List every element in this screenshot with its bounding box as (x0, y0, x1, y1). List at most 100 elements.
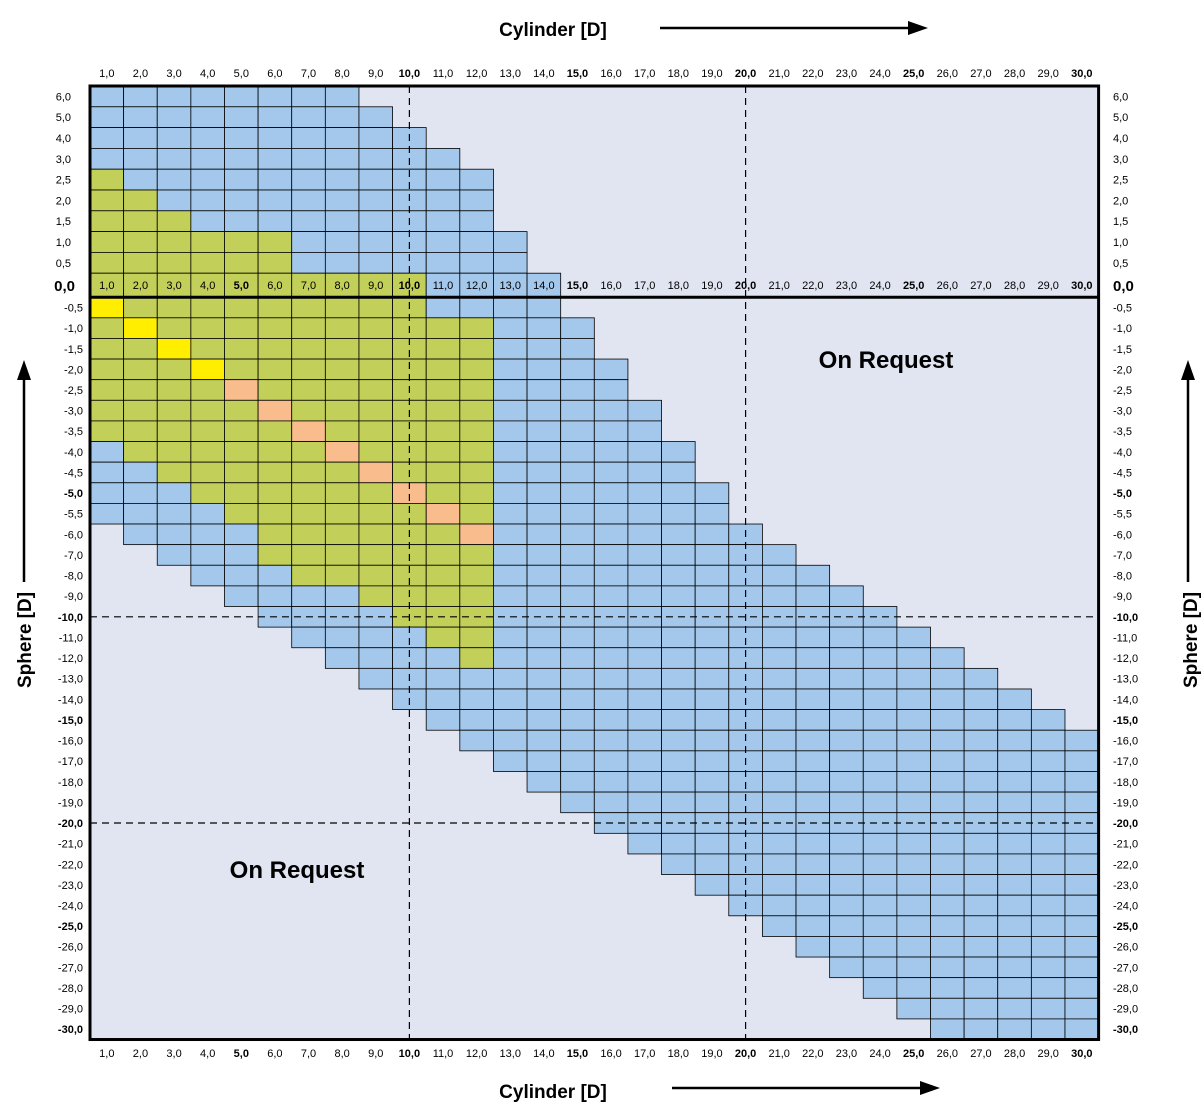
cell-sph-m19-cyl-24 (862, 791, 898, 814)
cell-sph-1_5-cyl-5 (224, 210, 259, 233)
cell-sph-m2-cyl-8 (324, 358, 360, 381)
y-tick-left-neg-30: -25,0 (58, 921, 83, 933)
cell-sph-m6-cyl-9 (358, 523, 393, 546)
x-tick-bottom-18: 18,0 (668, 1048, 689, 1060)
cell-sph-m11-cyl-25 (896, 626, 931, 649)
cell-sph-m26-cyl-28 (997, 936, 1032, 958)
cell-sph-m2_5-cyl-4 (190, 379, 225, 401)
cell-sph-m7-cyl-11 (425, 544, 461, 566)
cell-sph-m0_5-cyl-12 (459, 296, 494, 319)
y-axis-arrow-right (1181, 360, 1195, 582)
x-tick-bottom-8: 8,0 (335, 1048, 350, 1060)
cell-sph-5-cyl-4 (190, 106, 225, 129)
cell-sph-4-cyl-4 (190, 127, 225, 149)
cell-sph-m12-cyl-14 (526, 647, 562, 669)
cell-sph-m12-cyl-9 (358, 647, 393, 669)
cell-sph-m21-cyl-23 (829, 832, 864, 855)
y-tick-left-neg-6: -3,5 (64, 426, 83, 438)
cell-sph-m5_5-cyl-9 (358, 502, 393, 525)
cell-sph-m15-cyl-15 (560, 709, 595, 731)
y-tick-left-neg-17: -12,0 (58, 653, 83, 665)
cell-sph-m22-cyl-18 (661, 853, 696, 875)
x-tick-top-27: 27,0 (970, 68, 991, 80)
cell-sph-m12-cyl-21 (762, 647, 797, 669)
cell-sph-m17-cyl-24 (862, 750, 898, 772)
region-label-lower-left: On Request (230, 857, 365, 884)
cell-sph-m7-cyl-16 (593, 544, 629, 566)
cell-sph-m3_5-cyl-17 (627, 420, 662, 442)
cell-sph-m3-cyl-11 (425, 399, 461, 422)
cell-sph-m14-cyl-23 (829, 688, 864, 710)
cell-sph-m5-cyl-1 (89, 482, 125, 504)
x-tick-bottom-30: 30,0 (1071, 1048, 1092, 1060)
y-tick-right-pos-1: 5,0 (1113, 112, 1128, 124)
cell-sph-m4-cyl-9 (358, 441, 393, 463)
x-tick-zero-row-1: 1,0 (99, 280, 114, 292)
cell-sph-m23-cyl-30 (1064, 874, 1099, 896)
cell-sph-m7-cyl-12 (459, 544, 494, 566)
cell-sph-m18-cyl-29 (1030, 771, 1066, 793)
y-tick-right-pos-2: 4,0 (1113, 133, 1128, 145)
cell-sph-m2-cyl-15 (560, 358, 595, 381)
y-tick-left-neg-31: -26,0 (58, 942, 83, 954)
cell-sph-m5_5-cyl-1 (89, 502, 125, 525)
y-tick-right-neg-8: -4,5 (1113, 467, 1132, 479)
cell-sph-4-cyl-7 (291, 127, 326, 149)
cell-sph-m12-cyl-18 (661, 647, 696, 669)
cell-sph-m8-cyl-16 (593, 564, 629, 587)
cell-sph-m3-cyl-2 (123, 399, 158, 422)
cell-sph-m7-cyl-9 (358, 544, 393, 566)
cell-sph-6-cyl-2 (123, 85, 158, 108)
cell-sph-m1-cyl-14 (526, 317, 562, 339)
cell-sph-m2-cyl-16 (593, 358, 629, 381)
cell-sph-m5_5-cyl-7 (291, 502, 326, 525)
cell-sph-m2_5-cyl-6 (257, 379, 293, 401)
cell-sph-5-cyl-2 (123, 106, 158, 129)
cell-sph-m11-cyl-7 (291, 626, 326, 649)
y-tick-left-neg-4: -2,5 (64, 385, 83, 397)
cell-sph-m17-cyl-23 (829, 750, 864, 772)
cell-sph-m15-cyl-16 (593, 709, 629, 731)
y-tick-right-pos-3: 3,0 (1113, 154, 1128, 166)
y-tick-left-pos-0: 6,0 (56, 91, 71, 103)
cell-sph-m5-cyl-17 (627, 482, 662, 504)
cell-sph-m13-cyl-11 (425, 667, 461, 690)
cell-sph-m1_5-cyl-3 (156, 338, 192, 360)
x-tick-zero-row-27: 27,0 (970, 280, 991, 292)
cell-sph-m5-cyl-15 (560, 482, 595, 504)
y-tick-left-pos-2: 4,0 (56, 133, 71, 145)
x-tick-bottom-2: 2,0 (133, 1048, 148, 1060)
cell-sph-m11-cyl-22 (795, 626, 831, 649)
cell-sph-m1-cyl-9 (358, 317, 393, 339)
cell-sph-m5-cyl-5 (224, 482, 259, 504)
cell-sph-m14-cyl-12 (459, 688, 494, 710)
cell-sph-m30-cyl-27 (963, 1018, 999, 1040)
cell-sph-2_5-cyl-12 (459, 168, 494, 191)
cell-sph-m9-cyl-7 (291, 585, 326, 607)
cell-sph-m2-cyl-11 (425, 358, 461, 381)
cell-sph-m14-cyl-24 (862, 688, 898, 710)
cell-sph-m2_5-cyl-14 (526, 379, 562, 401)
cell-sph-m7-cyl-6 (257, 544, 293, 566)
x-tick-top-22: 22,0 (802, 68, 823, 80)
x-tick-zero-row-25: 25,0 (903, 280, 924, 292)
cell-sph-m14-cyl-28 (997, 688, 1032, 710)
cell-sph-m18-cyl-30 (1064, 771, 1099, 793)
cell-sph-m15-cyl-26 (930, 709, 965, 731)
cell-sph-m16-cyl-18 (661, 729, 696, 752)
x-tick-top-10: 10,0 (399, 68, 420, 80)
cell-sph-3-cyl-8 (324, 147, 360, 170)
cell-sph-m23-cyl-22 (795, 874, 831, 896)
cell-sph-m4_5-cyl-9 (358, 461, 393, 484)
x-tick-zero-row-8: 8,0 (335, 280, 350, 292)
cell-sph-m4-cyl-15 (560, 441, 595, 463)
cell-sph-m0_5-cyl-7 (291, 296, 326, 319)
cell-sph-m15-cyl-22 (795, 709, 831, 731)
cell-sph-m29-cyl-30 (1064, 997, 1099, 1020)
y-tick-left-zero: 0,0 (54, 278, 75, 295)
cell-sph-m30-cyl-29 (1030, 1018, 1066, 1040)
cell-sph-m24-cyl-27 (963, 894, 999, 917)
cell-sph-0_5-cyl-1 (89, 251, 125, 274)
cell-sph-m4_5-cyl-14 (526, 461, 562, 484)
cell-sph-m8-cyl-11 (425, 564, 461, 587)
